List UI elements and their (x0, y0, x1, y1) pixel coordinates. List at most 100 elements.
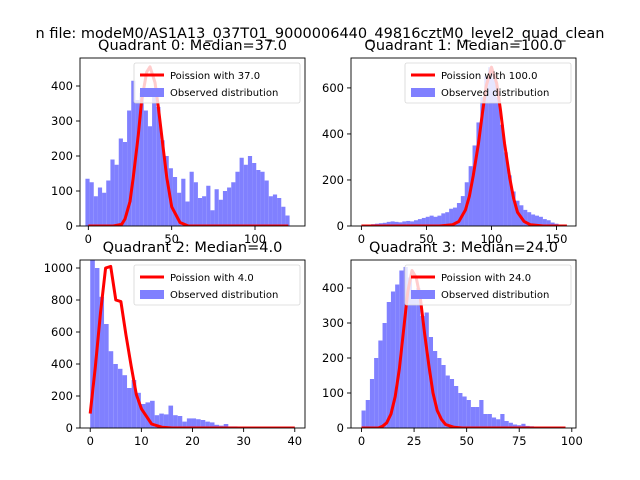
histogram-bar (193, 182, 198, 226)
y-tick-label: 300 (51, 114, 73, 128)
axes-frame (79, 57, 306, 227)
histogram-bar (395, 284, 400, 428)
subplot-quadrant-1: 0 50 100 150 0 200 400 600 Quadrant 1: Median=10… (322, 38, 577, 246)
histogram-bar (104, 324, 109, 428)
histogram-bar (523, 209, 528, 226)
histogram-bar (152, 89, 157, 226)
histogram-bar (425, 216, 430, 226)
histogram-bar (154, 415, 160, 428)
histogram-bar (403, 267, 408, 428)
histogram-bar (135, 100, 140, 226)
histogram-bar (93, 196, 98, 226)
histogram-bar (223, 424, 229, 428)
histogram-bar (177, 416, 183, 428)
axes-frame (350, 57, 577, 227)
histogram-bar (454, 386, 459, 428)
histogram-bar (163, 414, 169, 428)
histogram-bar (122, 142, 128, 226)
histogram-bar (512, 424, 518, 428)
histogram-bar (546, 220, 551, 226)
y-tick-label: 0 (337, 219, 344, 233)
histogram-bar (507, 175, 512, 226)
legend-hist-swatch (411, 290, 435, 299)
histogram-bar (145, 402, 151, 428)
histogram-bar (159, 413, 164, 428)
legend-box (404, 264, 572, 306)
histogram-bar (449, 379, 455, 428)
histogram-bar (90, 260, 95, 428)
histogram-bar (108, 351, 114, 428)
legend-hist-label: Observed distribution (170, 290, 278, 301)
legend-hist-swatch (140, 290, 164, 299)
histogram-bar (172, 177, 178, 226)
histogram-bar (206, 185, 211, 226)
histogram-bar (410, 221, 415, 226)
histogram-bar (99, 296, 105, 428)
histogram-bar (483, 414, 488, 428)
histogram-bar (484, 76, 489, 226)
legend: Poission with 4.0 Observed distribution (133, 264, 301, 306)
histogram-bar (466, 400, 471, 428)
y-tick-label: 400 (51, 357, 73, 371)
histogram-bar (243, 164, 248, 226)
subplot-title: Quadrant 2: Median=4.0 (103, 240, 283, 256)
histogram-bar (433, 351, 438, 428)
histogram-bar (503, 152, 508, 226)
histogram (85, 80, 290, 226)
histogram-bar (445, 212, 450, 226)
histogram-bar (527, 212, 532, 226)
histogram-bar (143, 110, 148, 226)
histogram-bar (200, 420, 206, 428)
histogram-bar (538, 216, 543, 226)
histogram-bar (382, 323, 387, 428)
histogram-bar (131, 80, 136, 226)
y-tick-label: 600 (322, 81, 344, 95)
histogram-bar (139, 93, 144, 226)
y-tick-label: 0 (66, 421, 73, 435)
histogram-bar (411, 295, 417, 428)
histogram-bar (390, 221, 395, 226)
histogram-bar (136, 392, 141, 428)
x-tick-label: 0 (87, 434, 94, 448)
histogram-bar (424, 312, 429, 428)
x-tick-label: 100 (244, 232, 266, 246)
x-tick-label: 100 (480, 232, 502, 246)
histogram-bar (500, 414, 505, 428)
legend: Poission with 100.0 Observed distribution (404, 62, 572, 104)
histogram-bar (227, 187, 232, 226)
y-tick-label: 300 (322, 316, 344, 330)
histogram-bar (97, 187, 103, 226)
histogram-bar (472, 145, 477, 226)
histogram-bar (508, 422, 513, 428)
histogram-bar (495, 97, 500, 226)
histogram-bar (492, 78, 497, 226)
histogram-bar (407, 277, 412, 428)
histogram-bar (479, 400, 484, 428)
histogram-bar (214, 424, 220, 428)
y-tick-label: 1000 (44, 261, 73, 275)
histogram-bar (127, 388, 132, 428)
histogram-bar (209, 422, 215, 428)
histogram-bar (256, 170, 261, 226)
histogram-bar (281, 206, 286, 226)
histogram-bar (210, 210, 215, 226)
histogram-bar (437, 358, 442, 428)
plot-area (361, 267, 566, 428)
x-tick-label: 50 (164, 232, 179, 246)
histogram-bar (110, 159, 115, 226)
histogram-bar (504, 421, 509, 428)
plot-area (88, 260, 295, 428)
legend: Poission with 37.0 Observed distribution (133, 62, 301, 104)
histogram-bar (441, 213, 446, 226)
histogram (90, 260, 256, 428)
histogram-bar (437, 215, 442, 226)
histogram-bar (361, 410, 366, 428)
histogram-bar (260, 171, 265, 226)
histogram-bar (406, 220, 411, 226)
histogram-bar (89, 182, 94, 226)
histogram-bar (168, 405, 174, 428)
histogram-bar (239, 157, 244, 226)
histogram-bar (173, 415, 178, 428)
x-tick-label: 10 (134, 434, 149, 448)
